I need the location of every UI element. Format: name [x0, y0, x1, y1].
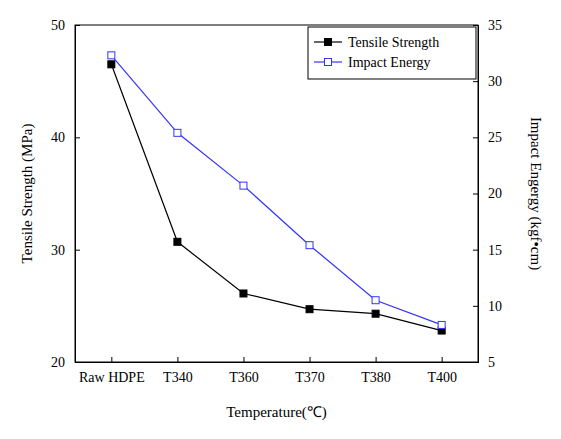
tick-label: T340 [163, 370, 193, 385]
marks [108, 52, 445, 334]
tick-mark [473, 81, 478, 82]
tick-mark [473, 194, 478, 195]
tick-label: 10 [488, 299, 502, 314]
tick-label: 5 [488, 355, 495, 370]
legend-marker [325, 59, 332, 66]
marker [372, 297, 379, 304]
tick: T400 [427, 357, 457, 385]
tick-label: 40 [51, 130, 65, 145]
legend: Tensile Strength Impact Energy [308, 27, 476, 79]
legend-label: Tensile Strength [348, 35, 439, 50]
axis-line [76, 357, 479, 363]
tick-label: T380 [361, 370, 391, 385]
tick-label: 50 [51, 18, 65, 33]
tick-mark [75, 137, 80, 138]
tick-mark [473, 362, 478, 363]
legend-marker [325, 39, 332, 46]
tick-mark [473, 25, 478, 26]
plot: Raw HDPE T340 T360 T370 T380 T400 20 30 40 50 5 10 1… [51, 18, 502, 385]
tick-label: 30 [488, 74, 502, 89]
tick-label: 35 [488, 18, 502, 33]
marker [438, 321, 445, 328]
marker [306, 242, 313, 249]
marker [174, 238, 181, 245]
tick-mark [473, 137, 478, 138]
tick-mark [442, 357, 443, 362]
marker [174, 129, 181, 136]
tick-label: 30 [51, 243, 65, 258]
tick: 20 [51, 355, 80, 370]
tick-label: T370 [295, 370, 325, 385]
chart: Raw HDPE T340 T360 T370 T380 T400 20 30 40 50 5 10 1… [0, 0, 561, 439]
x-axis: Raw HDPE T340 T360 T370 T380 T400 [76, 357, 479, 385]
tick-mark [473, 250, 478, 251]
axis-line [76, 26, 81, 363]
series-line [111, 64, 441, 330]
tick-mark [243, 357, 244, 362]
tick-label: T400 [427, 370, 457, 385]
y-axis: 20 30 40 50 [51, 18, 80, 370]
tick: 25 [473, 130, 502, 145]
marker [240, 290, 247, 297]
marker [306, 306, 313, 313]
tick-mark [111, 357, 112, 362]
tick-label: 15 [488, 243, 502, 258]
tick: T370 [295, 357, 325, 385]
tick: 35 [473, 18, 502, 33]
legend-box [308, 27, 476, 79]
tick: 20 [473, 186, 502, 201]
marker [240, 182, 247, 189]
x-axis-title: Temperature(℃) [226, 404, 327, 421]
tick: 50 [51, 18, 80, 33]
tick-label: T360 [229, 370, 259, 385]
tick-label: 25 [488, 130, 502, 145]
marker [108, 52, 115, 59]
tick: 30 [473, 74, 502, 89]
tick-mark [177, 357, 178, 362]
tick-label: 20 [51, 355, 65, 370]
tick: 5 [473, 355, 495, 370]
tick-mark [310, 357, 311, 362]
legend-label: Impact Energy [348, 55, 431, 70]
y2-axis: 5 10 15 20 25 30 35 [473, 18, 502, 370]
tick: Raw HDPE [79, 357, 145, 385]
y-axis-title: Tensile Strength (MPa) [19, 124, 36, 264]
tick-mark [75, 250, 80, 251]
tick-label: 20 [488, 186, 502, 201]
tick-mark [376, 357, 377, 362]
marker [372, 310, 379, 317]
tick: 10 [473, 299, 502, 314]
marker [108, 61, 115, 68]
tick: T340 [163, 357, 193, 385]
plot-frame [75, 25, 478, 362]
series-line [111, 55, 441, 325]
tick-label: Raw HDPE [79, 370, 145, 385]
y2-axis-title: Impact Engergy (kgf•cm) [527, 117, 544, 270]
tick-mark [75, 362, 80, 363]
tick: T380 [361, 357, 391, 385]
tick: 15 [473, 243, 502, 258]
tick: 40 [51, 130, 80, 145]
tick-mark [75, 25, 80, 26]
tick: 30 [51, 243, 80, 258]
tick-mark [473, 306, 478, 307]
tick: T360 [229, 357, 259, 385]
